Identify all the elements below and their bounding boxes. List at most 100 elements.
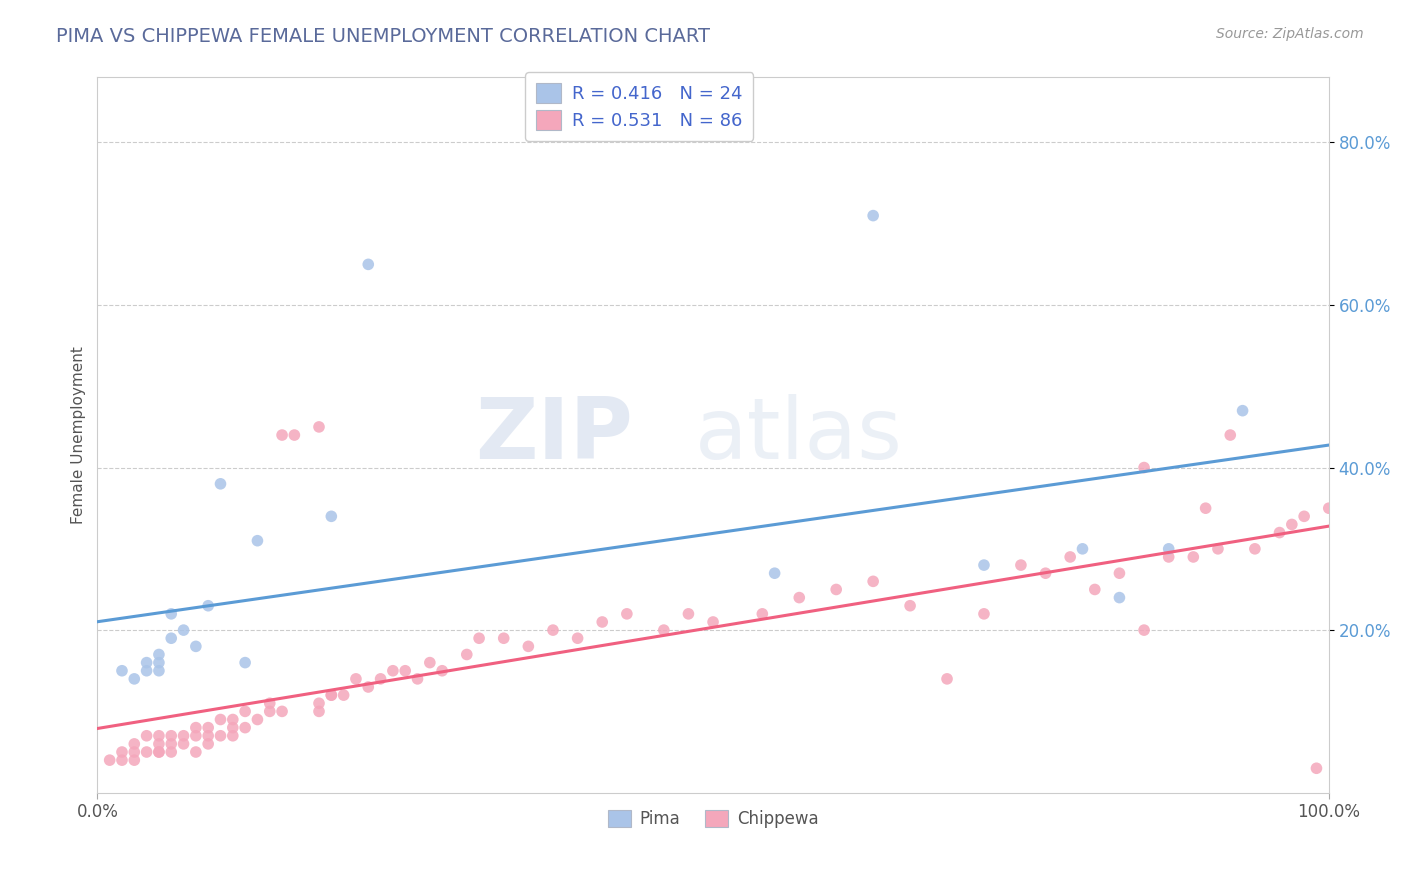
- Point: [1071, 541, 1094, 556]
- Point: [321, 688, 343, 702]
- Point: [787, 591, 810, 605]
- Point: [1281, 517, 1303, 532]
- Point: [1317, 501, 1340, 516]
- Point: [246, 533, 269, 548]
- Point: [702, 615, 724, 629]
- Point: [1305, 761, 1327, 775]
- Point: [233, 721, 256, 735]
- Point: [430, 664, 453, 678]
- Point: [321, 688, 343, 702]
- Point: [222, 721, 245, 735]
- Point: [209, 476, 232, 491]
- Point: [271, 428, 294, 442]
- Point: [160, 729, 183, 743]
- Point: [184, 729, 207, 743]
- Point: [197, 599, 219, 613]
- Point: [394, 664, 416, 678]
- Point: [259, 705, 281, 719]
- Point: [308, 420, 330, 434]
- Point: [344, 672, 367, 686]
- Text: atlas: atlas: [695, 393, 903, 476]
- Point: [271, 705, 294, 719]
- Point: [1133, 623, 1156, 637]
- Point: [148, 745, 170, 759]
- Point: [111, 664, 134, 678]
- Point: [973, 558, 995, 573]
- Point: [1157, 541, 1180, 556]
- Point: [135, 664, 157, 678]
- Point: [135, 729, 157, 743]
- Point: [751, 607, 773, 621]
- Point: [197, 737, 219, 751]
- Point: [1059, 549, 1081, 564]
- Point: [1182, 549, 1205, 564]
- Point: [898, 599, 921, 613]
- Point: [370, 672, 392, 686]
- Point: [173, 737, 195, 751]
- Y-axis label: Female Unemployment: Female Unemployment: [72, 346, 86, 524]
- Point: [197, 721, 219, 735]
- Point: [160, 737, 183, 751]
- Point: [1010, 558, 1032, 573]
- Point: [308, 696, 330, 710]
- Point: [246, 713, 269, 727]
- Point: [321, 509, 343, 524]
- Point: [209, 713, 232, 727]
- Point: [1194, 501, 1216, 516]
- Point: [1244, 541, 1267, 556]
- Point: [517, 640, 540, 654]
- Point: [357, 680, 380, 694]
- Point: [148, 745, 170, 759]
- Point: [357, 257, 380, 271]
- Point: [862, 574, 884, 589]
- Text: PIMA VS CHIPPEWA FEMALE UNEMPLOYMENT CORRELATION CHART: PIMA VS CHIPPEWA FEMALE UNEMPLOYMENT COR…: [56, 27, 710, 45]
- Point: [406, 672, 429, 686]
- Point: [148, 737, 170, 751]
- Point: [1035, 566, 1057, 581]
- Point: [283, 428, 305, 442]
- Point: [862, 209, 884, 223]
- Point: [124, 737, 146, 751]
- Point: [184, 745, 207, 759]
- Point: [173, 623, 195, 637]
- Point: [419, 656, 441, 670]
- Point: [148, 648, 170, 662]
- Point: [222, 729, 245, 743]
- Point: [1206, 541, 1229, 556]
- Point: [209, 729, 232, 743]
- Point: [197, 729, 219, 743]
- Point: [652, 623, 675, 637]
- Text: Source: ZipAtlas.com: Source: ZipAtlas.com: [1216, 27, 1364, 41]
- Point: [1157, 549, 1180, 564]
- Point: [184, 721, 207, 735]
- Point: [184, 640, 207, 654]
- Point: [98, 753, 121, 767]
- Point: [825, 582, 848, 597]
- Point: [160, 607, 183, 621]
- Point: [148, 729, 170, 743]
- Point: [308, 705, 330, 719]
- Point: [332, 688, 354, 702]
- Point: [541, 623, 564, 637]
- Point: [1268, 525, 1291, 540]
- Point: [456, 648, 478, 662]
- Point: [124, 753, 146, 767]
- Point: [222, 713, 245, 727]
- Point: [616, 607, 638, 621]
- Point: [1294, 509, 1316, 524]
- Point: [124, 745, 146, 759]
- Point: [111, 745, 134, 759]
- Point: [1219, 428, 1241, 442]
- Point: [1108, 566, 1130, 581]
- Point: [124, 672, 146, 686]
- Point: [148, 664, 170, 678]
- Point: [160, 745, 183, 759]
- Point: [111, 753, 134, 767]
- Point: [135, 745, 157, 759]
- Point: [1133, 460, 1156, 475]
- Point: [678, 607, 700, 621]
- Point: [468, 632, 491, 646]
- Point: [148, 656, 170, 670]
- Point: [381, 664, 404, 678]
- Legend: Pima, Chippewa: Pima, Chippewa: [600, 803, 825, 834]
